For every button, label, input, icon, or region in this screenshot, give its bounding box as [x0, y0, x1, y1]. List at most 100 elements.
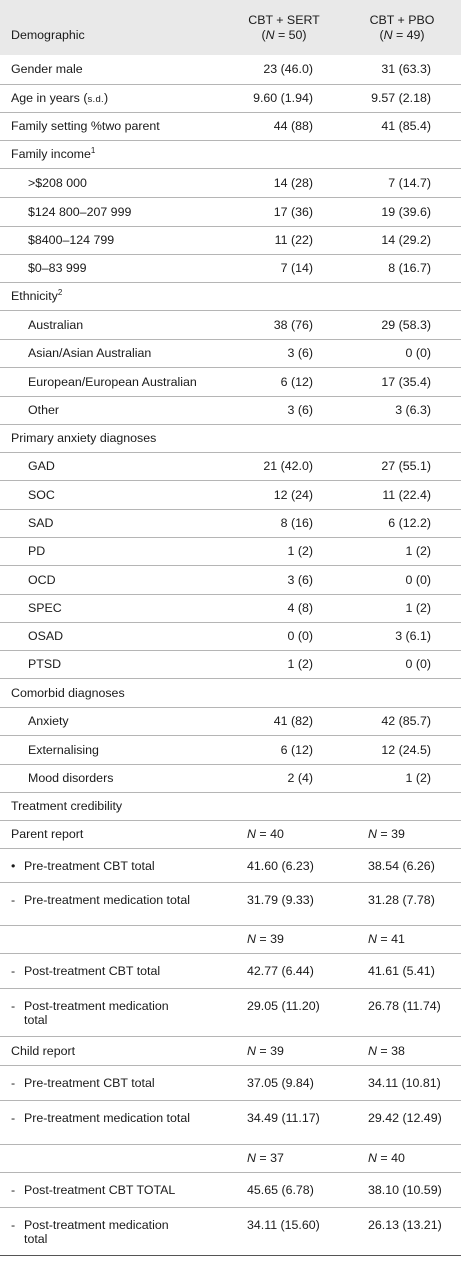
n-value: = 40: [255, 827, 284, 841]
row-label: - Post-treatment medication total: [0, 988, 225, 1036]
table-row: OCD 3 (6) 0 (0): [0, 565, 461, 594]
row-label-text: Age in years (: [11, 91, 88, 105]
cell-cbt-sert: 41.60 (6.23): [247, 858, 314, 873]
n-value: = 39: [255, 932, 284, 946]
header-cbt-pbo-title: CBT + PBO: [369, 12, 435, 27]
n-value: = 39: [255, 1043, 284, 1058]
dash-mark: -: [11, 1075, 16, 1090]
table-row: Age in years (s.d.) 9.60 (1.94) 9.57 (2.…: [0, 84, 461, 112]
cell-cbt-sert: 6 (12): [280, 742, 313, 757]
header-cbt-pbo-n: = 49): [392, 27, 425, 42]
cell-cbt-sert: 12 (24): [273, 487, 313, 502]
cell-cbt-pbo: 6 (12.2): [388, 516, 431, 530]
cell-cbt-sert: 29.05 (11.20): [247, 998, 320, 1013]
cell-cbt-pbo: 38.54 (6.26): [368, 858, 435, 873]
cell-cbt-pbo: 26.78 (11.74): [368, 998, 441, 1013]
row-label: - Pre-treatment CBT total: [0, 1065, 225, 1100]
cell-cbt-pbo: 31.28 (7.78): [368, 892, 435, 907]
table-row: >$208 000 14 (28) 7 (14.7): [0, 168, 461, 197]
section-label: Child report: [11, 1043, 76, 1058]
row-label-text-cont: total: [24, 1231, 48, 1246]
cell-cbt-pbo: 14 (29.2): [381, 233, 431, 247]
cell-cbt-sert: 41 (82): [273, 714, 313, 728]
cell-cbt-pbo: 17 (35.4): [381, 374, 431, 389]
header-row: Demographic CBT + SERT (N = 50) CBT + PB…: [0, 0, 461, 55]
cell-cbt-pbo: 3 (6.1): [395, 629, 431, 643]
empty-cell: [343, 792, 461, 820]
cell-cbt-sert: 21 (42.0): [263, 459, 313, 473]
empty-cell: [343, 282, 461, 310]
n-label: N: [247, 932, 256, 946]
cell-cbt-pbo: 1 (2): [405, 544, 431, 558]
cell-cbt-sert: 2 (4): [287, 771, 313, 785]
dash-mark: -: [11, 963, 16, 978]
cell-cbt-pbo: 42 (85.7): [381, 714, 431, 728]
section-row: Comorbid diagnoses: [0, 678, 461, 707]
dash-mark: -: [11, 1217, 16, 1232]
cell-cbt-pbo: 34.11 (10.81): [368, 1075, 441, 1090]
n-label: N: [368, 1151, 377, 1165]
row-label: $0–83 999: [28, 261, 87, 275]
footnote-marker: 2: [57, 287, 63, 297]
section-label-text: Family income: [11, 147, 91, 161]
cell-cbt-pbo: 38.10 (10.59): [368, 1182, 442, 1197]
row-label: - Post-treatment medication total: [0, 1207, 225, 1255]
n-cbt-sert: N = 39: [225, 925, 343, 953]
row-label-text: Post-treatment medication: [24, 1217, 169, 1232]
n-label: N: [368, 827, 377, 841]
cell-cbt-pbo: 8 (16.7): [388, 261, 431, 275]
table-row: $8400–124 799 11 (22) 14 (29.2): [0, 226, 461, 254]
row-label: GAD: [28, 459, 55, 473]
row-label: Other: [28, 403, 59, 417]
table-row: Anxiety 41 (82) 42 (85.7): [0, 707, 461, 735]
table-row: PTSD 1 (2) 0 (0): [0, 650, 461, 678]
table-row: Externalising 6 (12) 12 (24.5): [0, 735, 461, 764]
table-row: - Pre-treatment medication total 31.79 (9…: [0, 882, 461, 925]
row-label: PD: [28, 544, 46, 558]
table-row: SAD 8 (16) 6 (12.2): [0, 509, 461, 537]
cell-cbt-sert: 0 (0): [287, 629, 313, 643]
cell-cbt-pbo: 31 (63.3): [381, 62, 431, 77]
row-label-text: Post-treatment CBT total: [24, 963, 161, 978]
cell-cbt-sert: 34.11 (15.60): [247, 1217, 320, 1232]
dash-mark: -: [11, 1182, 16, 1197]
cell-cbt-sert: 44 (88): [273, 119, 313, 133]
cell-cbt-pbo: 26.13 (13.21): [368, 1217, 442, 1232]
empty-cell: [343, 678, 461, 707]
header-cbt-sert-n-label: N: [265, 27, 275, 42]
row-label-text: Pre-treatment medication total: [24, 1110, 190, 1125]
empty-cell: [343, 424, 461, 452]
cell-cbt-sert: 3 (6): [287, 572, 313, 587]
row-label: - Pre-treatment medication total: [0, 882, 225, 925]
table-row: - Pre-treatment CBT total 37.05 (9.84) 34…: [0, 1065, 461, 1100]
sd-abbrev: s.d.: [87, 94, 104, 105]
table-row: - Pre-treatment medication total 34.49 (1…: [0, 1100, 461, 1144]
row-label-text: Post-treatment CBT TOTAL: [24, 1182, 176, 1197]
cell-cbt-pbo: 0 (0): [405, 346, 431, 360]
table-row: $0–83 999 7 (14) 8 (16.7): [0, 254, 461, 282]
table-body: Gender male 23 (46.0) 31 (63.3) Age in y…: [0, 55, 461, 1255]
empty-cell: [0, 1144, 225, 1172]
row-label: - Pre-treatment medication total: [0, 1100, 225, 1144]
row-label: $8400–124 799: [28, 233, 115, 247]
n-cbt-pbo: N = 41: [343, 925, 461, 953]
row-label-text: Pre-treatment medication total: [24, 892, 190, 907]
table-header: Demographic CBT + SERT (N = 50) CBT + PB…: [0, 0, 461, 55]
n-row: N = 37 N = 40: [0, 1144, 461, 1172]
n-value: = 38: [376, 1043, 405, 1058]
row-label: Mood disorders: [28, 771, 114, 785]
n-value: = 39: [376, 827, 405, 841]
table-row: SOC 12 (24) 11 (22.4): [0, 480, 461, 509]
row-label-text: Pre-treatment CBT total: [24, 1075, 155, 1090]
cell-cbt-sert: 34.49 (11.17): [247, 1110, 320, 1125]
table-row: - Post-treatment medication total 29.05 (1…: [0, 988, 461, 1036]
cell-cbt-pbo: 41.61 (5.41): [368, 963, 435, 978]
cell-cbt-sert: 1 (2): [287, 544, 313, 558]
cell-cbt-pbo: 19 (39.6): [381, 204, 431, 219]
n-cbt-sert: N = 39: [225, 1036, 343, 1065]
table-row: $124 800–207 999 17 (36) 19 (39.6): [0, 197, 461, 226]
empty-cell: [0, 925, 225, 953]
n-label: N: [247, 1151, 256, 1165]
n-cbt-sert: N = 40: [225, 820, 343, 848]
row-label: • Pre-treatment CBT total: [0, 848, 225, 882]
